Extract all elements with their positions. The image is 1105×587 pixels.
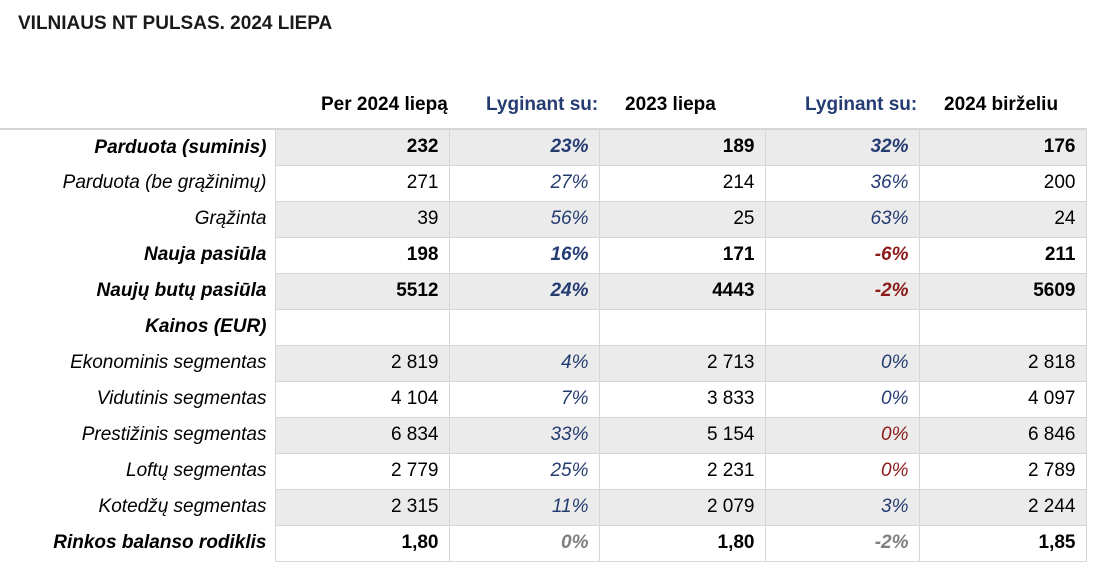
current-value-cell: 39 [274,200,450,238]
current-value-cell [274,308,450,346]
header-period-1: 2023 liepa [625,94,716,115]
change-vs-period-1-cell: 0% [448,524,600,562]
period-2-value-cell: 1,85 [918,524,1087,562]
change-vs-period-1-cell: 23% [448,128,600,166]
change-vs-period-2-cell: -2% [764,524,920,562]
pulse-table: Parduota (suminis) 232 23% 189 32% 176 Parduot… [0,128,1087,562]
current-value-cell: 6 834 [274,416,450,454]
current-value-cell: 2 779 [274,452,450,490]
period-2-value-cell: 176 [918,128,1087,166]
table-row: Ekonominis segmentas 2 819 4% 2 713 0% 2 818 [0,344,1087,382]
row-label: Kainos (EUR) [145,316,267,337]
period-2-value-cell: 200 [918,164,1087,202]
period-1-value-cell: 3 833 [598,380,766,418]
change-vs-period-1-cell: 33% [448,416,600,454]
period-2-value-cell: 6 846 [918,416,1087,454]
period-1-value-cell: 171 [598,236,766,274]
period-1-value-cell: 2 713 [598,344,766,382]
change-vs-period-1-cell: 24% [448,272,600,310]
period-2-value-cell: 4 097 [918,380,1087,418]
period-1-value-cell: 2 231 [598,452,766,490]
table-row: Parduota (suminis) 232 23% 189 32% 176 [0,128,1087,166]
change-vs-period-2-cell: -6% [764,236,920,274]
change-vs-period-2-cell: 0% [764,452,920,490]
row-label: Kotedžų segmentas [98,496,267,517]
period-1-value-cell: 214 [598,164,766,202]
row-label: Parduota (be grąžinimų) [62,172,267,193]
change-vs-period-2-cell [764,308,920,346]
page-title: VILNIAUS NT PULSAS. 2024 LIEPA [18,13,333,34]
row-label: Parduota (suminis) [0,128,275,165]
row-label: Nauja pasiūla [144,244,267,265]
change-vs-period-2-cell: 36% [764,164,920,202]
row-label: Ekonominis segmentas [70,352,267,373]
row-label: Vidutinis segmentas [96,388,267,409]
table-row: Rinkos balanso rodiklis 1,80 0% 1,80 -2% 1,85 [0,524,1087,562]
row-label: Naujų butų pasiūla [96,280,267,301]
header-compare-2: Lyginant su: [805,94,918,115]
period-2-value-cell: 2 818 [918,344,1087,382]
period-2-value-cell: 24 [918,200,1087,238]
current-value-cell: 2 315 [274,488,450,526]
header-period-2: 2024 birželiu [944,94,1059,115]
change-vs-period-2-cell: 3% [764,488,920,526]
change-vs-period-1-cell: 16% [448,236,600,274]
period-2-value-cell: 2 789 [918,452,1087,490]
change-vs-period-2-cell: 0% [764,344,920,382]
change-vs-period-1-cell: 25% [448,452,600,490]
change-vs-period-1-cell: 7% [448,380,600,418]
change-vs-period-1-cell: 27% [448,164,600,202]
period-1-value-cell: 189 [598,128,766,166]
row-label: Rinkos balanso rodiklis [53,532,267,553]
table-row: Kainos (EUR) [0,308,1087,346]
table-row: Loftų segmentas 2 779 25% 2 231 0% 2 789 [0,452,1087,490]
change-vs-period-1-cell: 56% [448,200,600,238]
table-row: Parduota (be grąžinimų) 271 27% 214 36% 200 [0,164,1087,202]
current-value-cell: 5512 [274,272,450,310]
header-compare-1: Lyginant su: [486,94,599,115]
change-vs-period-1-cell: 11% [448,488,600,526]
change-vs-period-2-cell: -2% [764,272,920,310]
table-row: Nauja pasiūla 198 16% 171 -6% 211 [0,236,1087,274]
period-2-value-cell: 2 244 [918,488,1087,526]
period-2-value-cell [918,308,1087,346]
current-value-cell: 198 [274,236,450,274]
period-2-value-cell: 5609 [918,272,1087,310]
current-value-cell: 4 104 [274,380,450,418]
period-1-value-cell: 25 [598,200,766,238]
row-label: Prestižinis segmentas [81,424,267,445]
row-label: Loftų segmentas [126,460,267,481]
header-current-period: Per 2024 liepą [321,94,448,115]
change-vs-period-2-cell: 32% [764,128,920,166]
table-row: Prestižinis segmentas 6 834 33% 5 154 0% 6 84… [0,416,1087,454]
table-row: Naujų butų pasiūla 5512 24% 4443 -2% 5609 [0,272,1087,310]
row-label: Grąžinta [194,208,267,229]
change-vs-period-2-cell: 63% [764,200,920,238]
current-value-cell: 232 [274,128,450,166]
period-1-value-cell: 4443 [598,272,766,310]
change-vs-period-1-cell [448,308,600,346]
change-vs-period-1-cell: 4% [448,344,600,382]
change-vs-period-2-cell: 0% [764,416,920,454]
current-value-cell: 2 819 [274,344,450,382]
period-1-value-cell: 2 079 [598,488,766,526]
change-vs-period-2-cell: 0% [764,380,920,418]
table-row: Vidutinis segmentas 4 104 7% 3 833 0% 4 097 [0,380,1087,418]
period-1-value-cell [598,308,766,346]
period-1-value-cell: 5 154 [598,416,766,454]
table-row: Kotedžų segmentas 2 315 11% 2 079 3% 2 244 [0,488,1087,526]
period-1-value-cell: 1,80 [598,524,766,562]
current-value-cell: 1,80 [274,524,450,562]
table-row: Grąžinta 39 56% 25 63% 24 [0,200,1087,238]
current-value-cell: 271 [274,164,450,202]
period-2-value-cell: 211 [918,236,1087,274]
